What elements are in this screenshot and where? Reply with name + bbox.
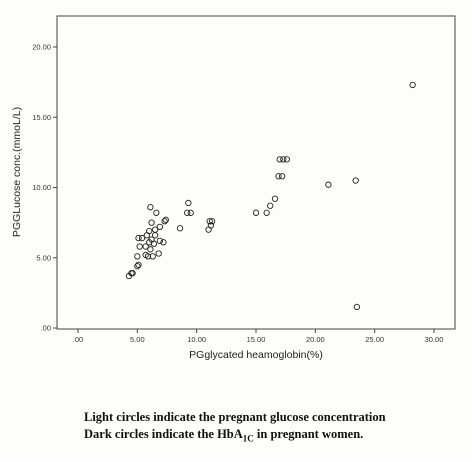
data-point: [206, 218, 213, 225]
caption-line-2: Dark circles indicate the HbA1C in pregn…: [84, 427, 363, 444]
x-axis: .00 5.00 10.00 15.00 20.00 25.00 30.00: [73, 329, 444, 344]
data-point: [129, 270, 136, 277]
x-axis-title: PGglycated heamoglobin(%): [189, 349, 323, 361]
data-point: [148, 219, 155, 226]
x-tick-label: 5.00: [130, 335, 145, 344]
data-point: [144, 253, 152, 260]
data-point: [155, 250, 162, 257]
plot-frame: [56, 15, 456, 330]
data-point: [275, 173, 282, 180]
data-point: [151, 226, 159, 233]
caption-line-1: Light circles indicate the pregnant gluc…: [84, 410, 386, 424]
data-point: [138, 234, 146, 242]
data-point: [187, 209, 194, 216]
data-point: [160, 239, 167, 246]
data-point: [162, 216, 169, 223]
data-point: [142, 243, 149, 250]
data-point: [184, 209, 191, 216]
data-point: [135, 234, 142, 242]
data-point: [135, 261, 142, 268]
data-point: [156, 223, 164, 230]
data-point: [409, 81, 416, 89]
data-point: [185, 199, 192, 207]
y-tick-label: 5.00: [36, 253, 51, 262]
data-point: [161, 218, 168, 225]
data-point: [276, 156, 283, 163]
data-point: [134, 263, 141, 270]
data-point: [156, 237, 164, 245]
data-point: [252, 209, 260, 216]
data-point: [208, 218, 216, 225]
data-point: [147, 204, 154, 211]
data-point: [149, 253, 156, 260]
y-tick-label: 15.00: [32, 113, 51, 122]
x-tick-label: 25.00: [365, 335, 384, 344]
data-points: [125, 81, 416, 311]
data-point: [146, 227, 153, 235]
data-point: [136, 243, 143, 250]
y-axis-title: PGGLucose conc.(mmoL/L): [11, 107, 23, 237]
y-tick-label: .00: [41, 324, 51, 333]
caption-line-2-end: in pregnant women.: [253, 427, 364, 441]
caption-line-2-subscript: 1C: [242, 433, 254, 444]
x-tick-label: 20.00: [306, 335, 325, 344]
data-point: [150, 240, 158, 247]
data-point: [278, 173, 286, 180]
x-tick-label: 15.00: [247, 335, 266, 344]
data-point: [176, 225, 184, 232]
data-point: [271, 195, 279, 202]
y-axis: .00 5.00 10.00 15.00 20.00: [32, 43, 57, 333]
data-point: [153, 209, 160, 216]
data-point: [267, 202, 274, 209]
data-point: [280, 156, 287, 163]
y-tick-label: 10.00: [32, 183, 51, 192]
data-point: [263, 209, 270, 216]
data-point: [352, 177, 359, 184]
data-point: [353, 303, 361, 311]
data-point: [151, 232, 159, 239]
data-point: [283, 156, 291, 163]
y-tick-label: 20.00: [32, 43, 51, 52]
data-point: [147, 246, 154, 253]
x-tick-label: 30.00: [425, 335, 444, 344]
data-point: [207, 222, 215, 229]
x-tick-label: .00: [73, 335, 83, 344]
caption-line-2-start: Dark circles indicate the HbA: [84, 427, 243, 441]
data-point: [134, 253, 141, 260]
data-point: [325, 181, 332, 188]
x-tick-label: 10.00: [187, 335, 206, 344]
